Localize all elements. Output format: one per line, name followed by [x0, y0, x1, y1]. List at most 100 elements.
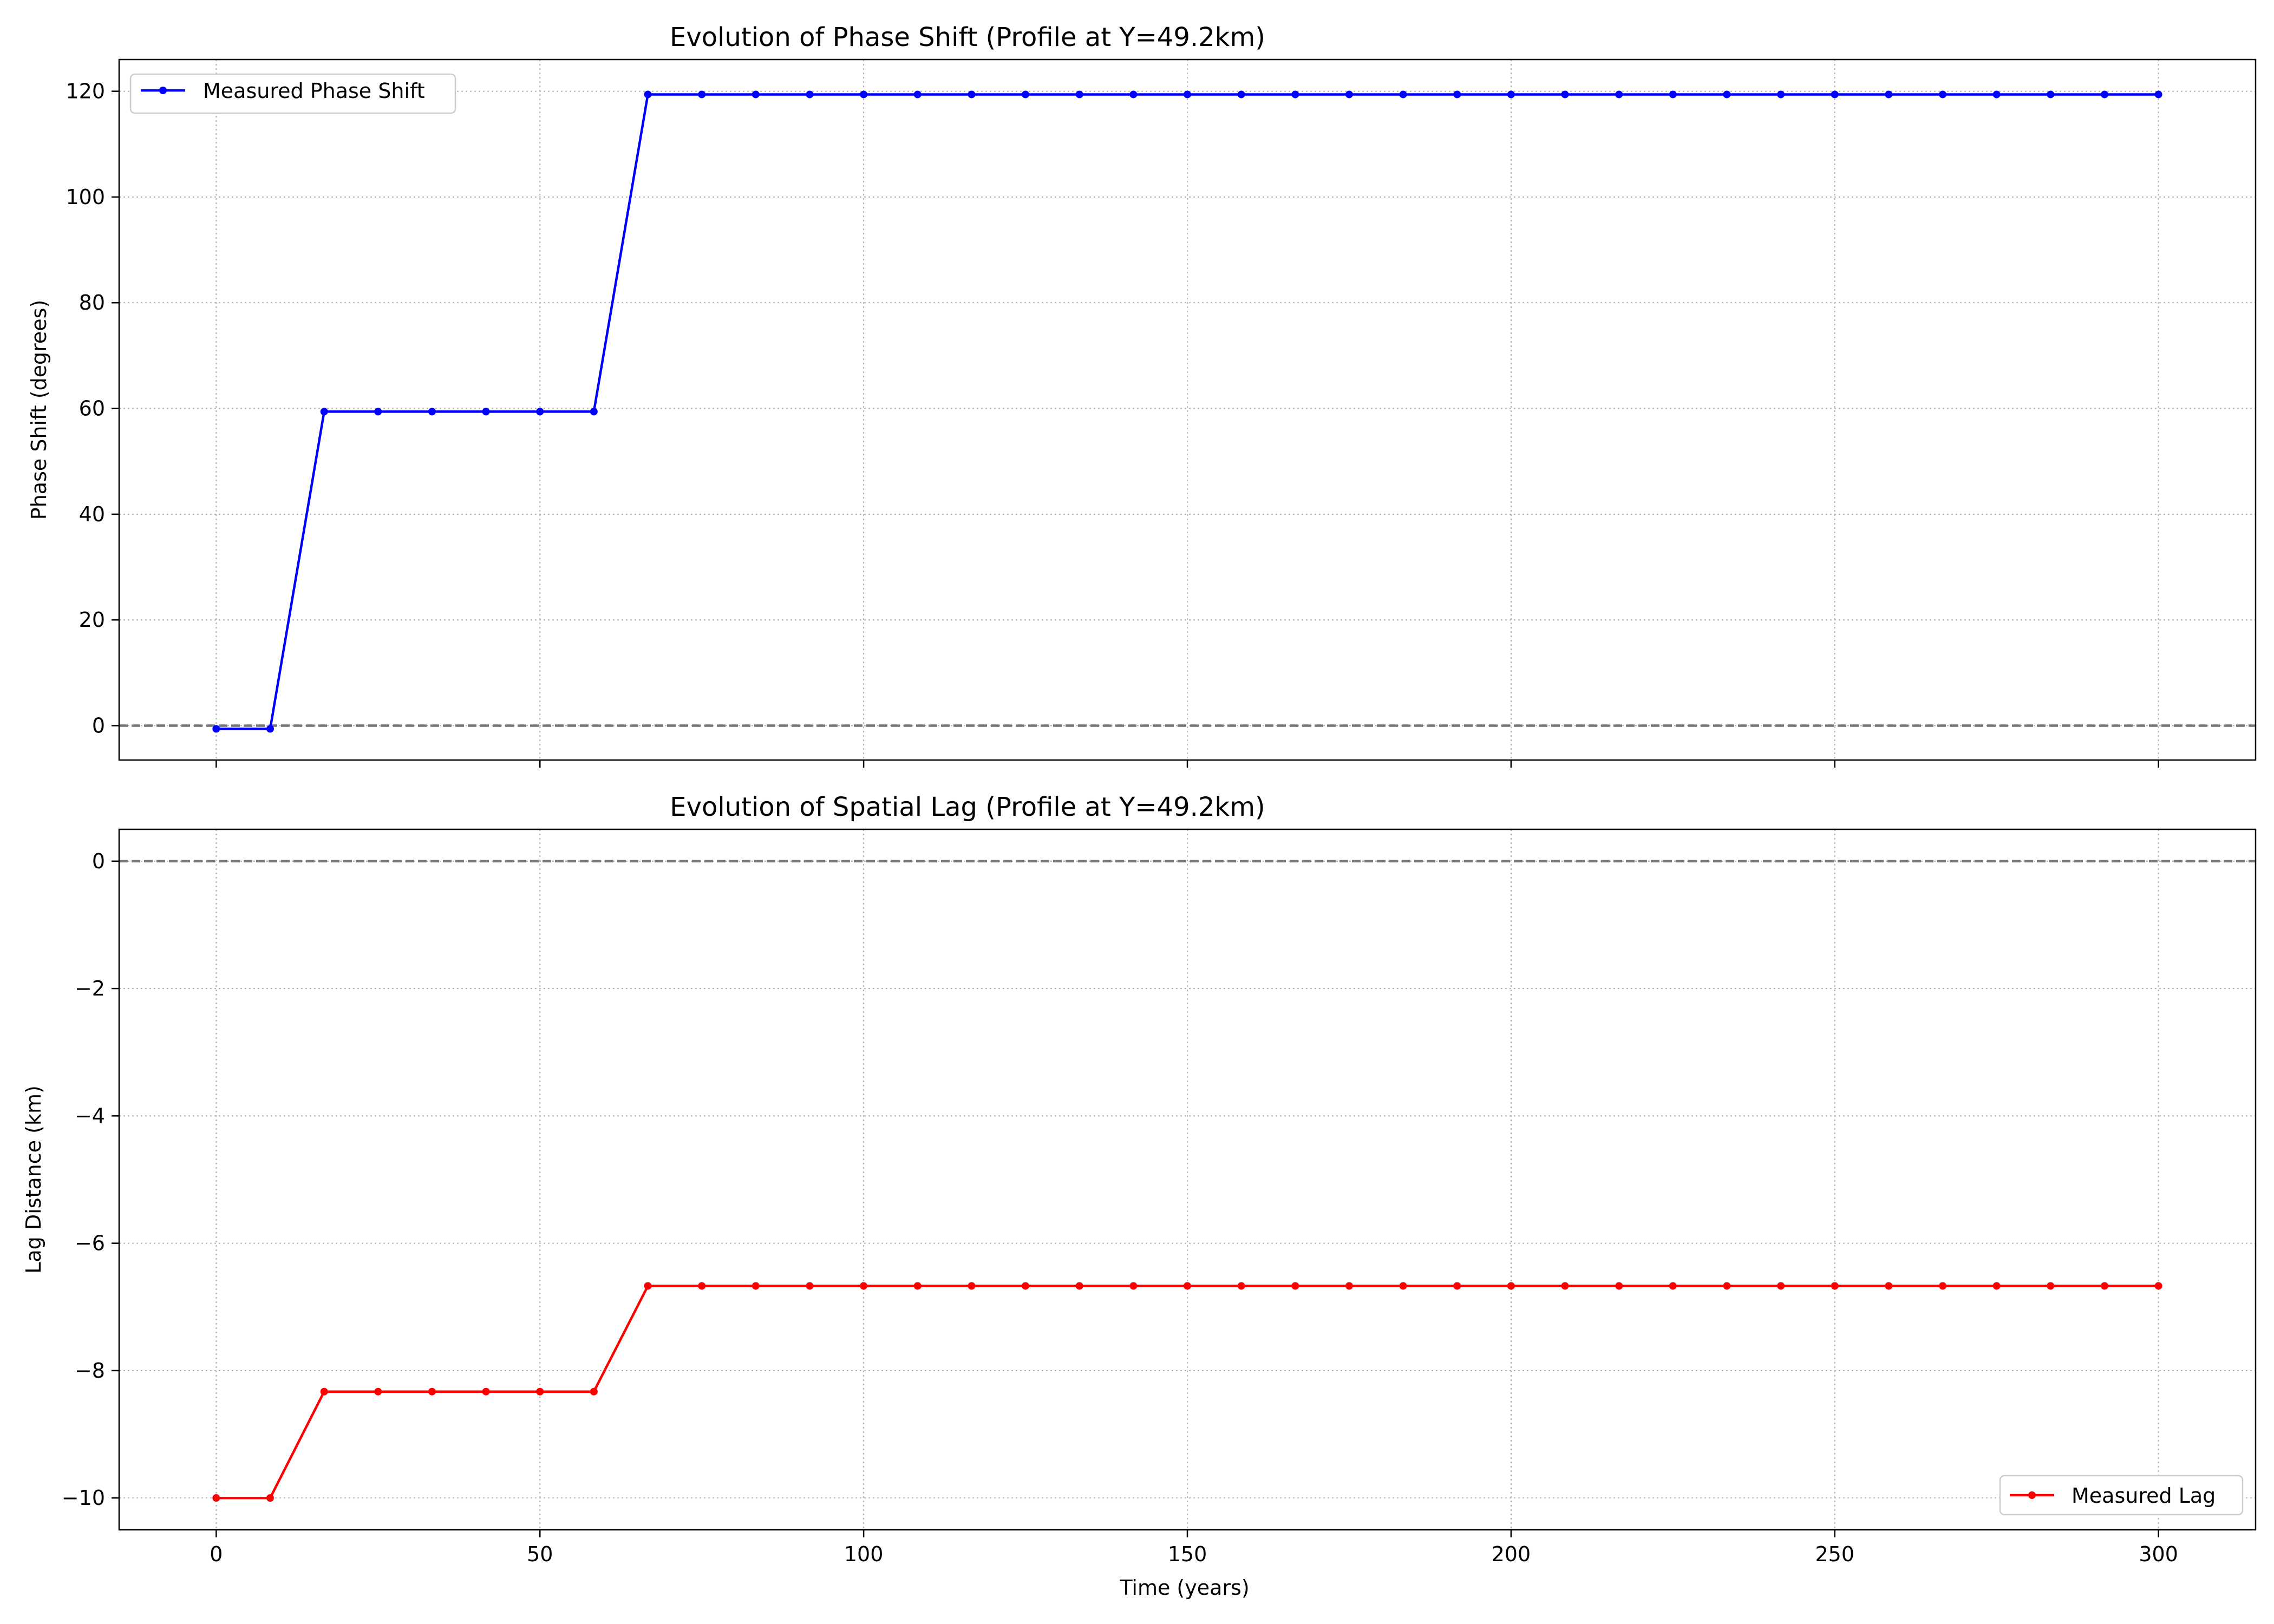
spatial-lag-data-point — [1237, 1282, 1245, 1290]
phase-shift-ytick-label: 40 — [79, 502, 105, 526]
phase-shift-data-point — [482, 408, 490, 416]
spatial-lag-data-point — [698, 1282, 706, 1290]
phase-shift-data-point — [1129, 90, 1138, 99]
phase-shift-panel: Evolution of Phase Shift (Profile at Y=4… — [27, 22, 2257, 768]
spatial-lag-title: Evolution of Spatial Lag (Profile at Y=4… — [670, 792, 1265, 822]
phase-shift-ytick-label: 60 — [79, 397, 105, 421]
phase-shift-data-point — [2101, 90, 2109, 99]
spatial-lag-xtick-label: 250 — [1815, 1542, 1854, 1566]
spatial-lag-data-point — [536, 1387, 544, 1396]
phase-shift-data-point — [1399, 90, 1407, 99]
phase-shift-data-point — [752, 90, 760, 99]
spatial-lag-data-point — [1992, 1282, 2001, 1290]
spatial-lag-xtick-label: 100 — [844, 1542, 884, 1566]
spatial-lag-data-point — [806, 1282, 814, 1290]
phase-shift-ytick-label: 120 — [66, 80, 105, 103]
phase-shift-data-point — [212, 725, 220, 733]
spatial-lag-data-point — [1831, 1282, 1839, 1290]
spatial-lag-data-point — [644, 1282, 652, 1290]
spatial-lag-legend-label: Measured Lag — [2072, 1484, 2216, 1508]
phase-shift-legend: Measured Phase Shift — [129, 73, 456, 114]
spatial-lag-ytick-label: −4 — [75, 1104, 105, 1128]
phase-shift-data-point — [536, 408, 544, 416]
spatial-lag-legend-marker — [2028, 1491, 2036, 1499]
spatial-lag-data-point — [752, 1282, 760, 1290]
spatial-lag-ytick-label: 0 — [92, 849, 105, 873]
phase-shift-data-point — [1885, 90, 1893, 99]
spatial-lag-data-point — [1507, 1282, 1515, 1290]
phase-shift-data-point — [2154, 90, 2162, 99]
phase-shift-data-point — [1669, 90, 1677, 99]
spatial-lag-xlabel: Time (years) — [1119, 1576, 1249, 1600]
spatial-lag-data-point — [1723, 1282, 1731, 1290]
spatial-lag-ylabel: Lag Distance (km) — [22, 1085, 45, 1274]
spatial-lag-legend: Measured Lag — [1999, 1475, 2244, 1516]
spatial-lag-ytick-label: −6 — [75, 1232, 105, 1255]
phase-shift-title: Evolution of Phase Shift (Profile at Y=4… — [670, 22, 1265, 53]
spatial-lag-data-point — [1399, 1282, 1407, 1290]
phase-shift-ytick-label: 0 — [92, 714, 105, 738]
spatial-lag-data-point — [913, 1282, 922, 1290]
phase-shift-data-point — [806, 90, 814, 99]
phase-shift-data-point — [1291, 90, 1299, 99]
spatial-lag-data-point — [1777, 1282, 1785, 1290]
spatial-lag-data-point — [1939, 1282, 1947, 1290]
phase-shift-ytick-label: 20 — [79, 608, 105, 632]
spatial-lag-ytick-label: −8 — [75, 1359, 105, 1383]
spatial-lag-data-point — [1669, 1282, 1677, 1290]
spatial-lag-data-point — [1885, 1282, 1893, 1290]
spatial-lag-data-point — [2154, 1282, 2162, 1290]
spatial-lag-xtick-label: 150 — [1168, 1542, 1207, 1566]
spatial-lag-data-point — [1075, 1282, 1083, 1290]
phase-shift-data-point — [428, 408, 436, 416]
spatial-lag-data-point — [1345, 1282, 1353, 1290]
phase-shift-data-point — [860, 90, 868, 99]
spatial-lag-data-point — [2047, 1282, 2055, 1290]
phase-shift-data-point — [590, 408, 598, 416]
phase-shift-legend-label: Measured Phase Shift — [203, 79, 425, 103]
spatial-lag-xtick-label: 300 — [2139, 1542, 2178, 1566]
phase-shift-data-point — [1022, 90, 1030, 99]
spatial-lag-data-point — [1129, 1282, 1138, 1290]
spatial-lag-data-point — [428, 1387, 436, 1396]
spatial-lag-xtick-label: 50 — [527, 1542, 553, 1566]
phase-shift-legend-marker — [159, 87, 167, 94]
phase-shift-data-point — [1992, 90, 2001, 99]
spatial-lag-data-point — [1022, 1282, 1030, 1290]
phase-shift-data-point — [1831, 90, 1839, 99]
spatial-lag-panel: Evolution of Spatial Lag (Profile at Y=4… — [22, 792, 2257, 1600]
spatial-lag-data-point — [1453, 1282, 1461, 1290]
spatial-lag-data-point — [860, 1282, 868, 1290]
phase-shift-ytick-label: 80 — [79, 291, 105, 315]
spatial-lag-data-point — [968, 1282, 976, 1290]
phase-shift-data-point — [1507, 90, 1515, 99]
phase-shift-data-point — [1345, 90, 1353, 99]
spatial-lag-data-point — [482, 1387, 490, 1396]
phase-shift-data-point — [913, 90, 922, 99]
phase-shift-data-point — [1075, 90, 1083, 99]
phase-shift-data-point — [1723, 90, 1731, 99]
spatial-lag-data-point — [1184, 1282, 1191, 1290]
spatial-lag-data-point — [374, 1387, 382, 1396]
phase-shift-data-point — [1453, 90, 1461, 99]
spatial-lag-data-point — [1291, 1282, 1299, 1290]
phase-shift-data-point — [1615, 90, 1623, 99]
phase-shift-data-point — [1184, 90, 1191, 99]
phase-shift-data-point — [2047, 90, 2055, 99]
spatial-lag-data-point — [1615, 1282, 1623, 1290]
phase-shift-data-point — [266, 725, 274, 733]
phase-shift-data-point — [698, 90, 706, 99]
spatial-lag-xtick-label: 0 — [210, 1542, 223, 1566]
spatial-lag-data-point — [1561, 1282, 1569, 1290]
phase-shift-ytick-label: 100 — [66, 185, 105, 209]
spatial-lag-legend-box — [1999, 1475, 2244, 1516]
spatial-lag-ytick-label: −2 — [75, 977, 105, 1000]
phase-shift-ylabel: Phase Shift (degrees) — [27, 300, 51, 520]
phase-shift-data-point — [1939, 90, 1947, 99]
spatial-lag-data-point — [320, 1387, 328, 1396]
phase-shift-data-point — [320, 408, 328, 416]
spatial-lag-ytick-label: −10 — [62, 1486, 105, 1510]
phase-shift-data-point — [374, 408, 382, 416]
phase-shift-data-point — [644, 90, 652, 99]
